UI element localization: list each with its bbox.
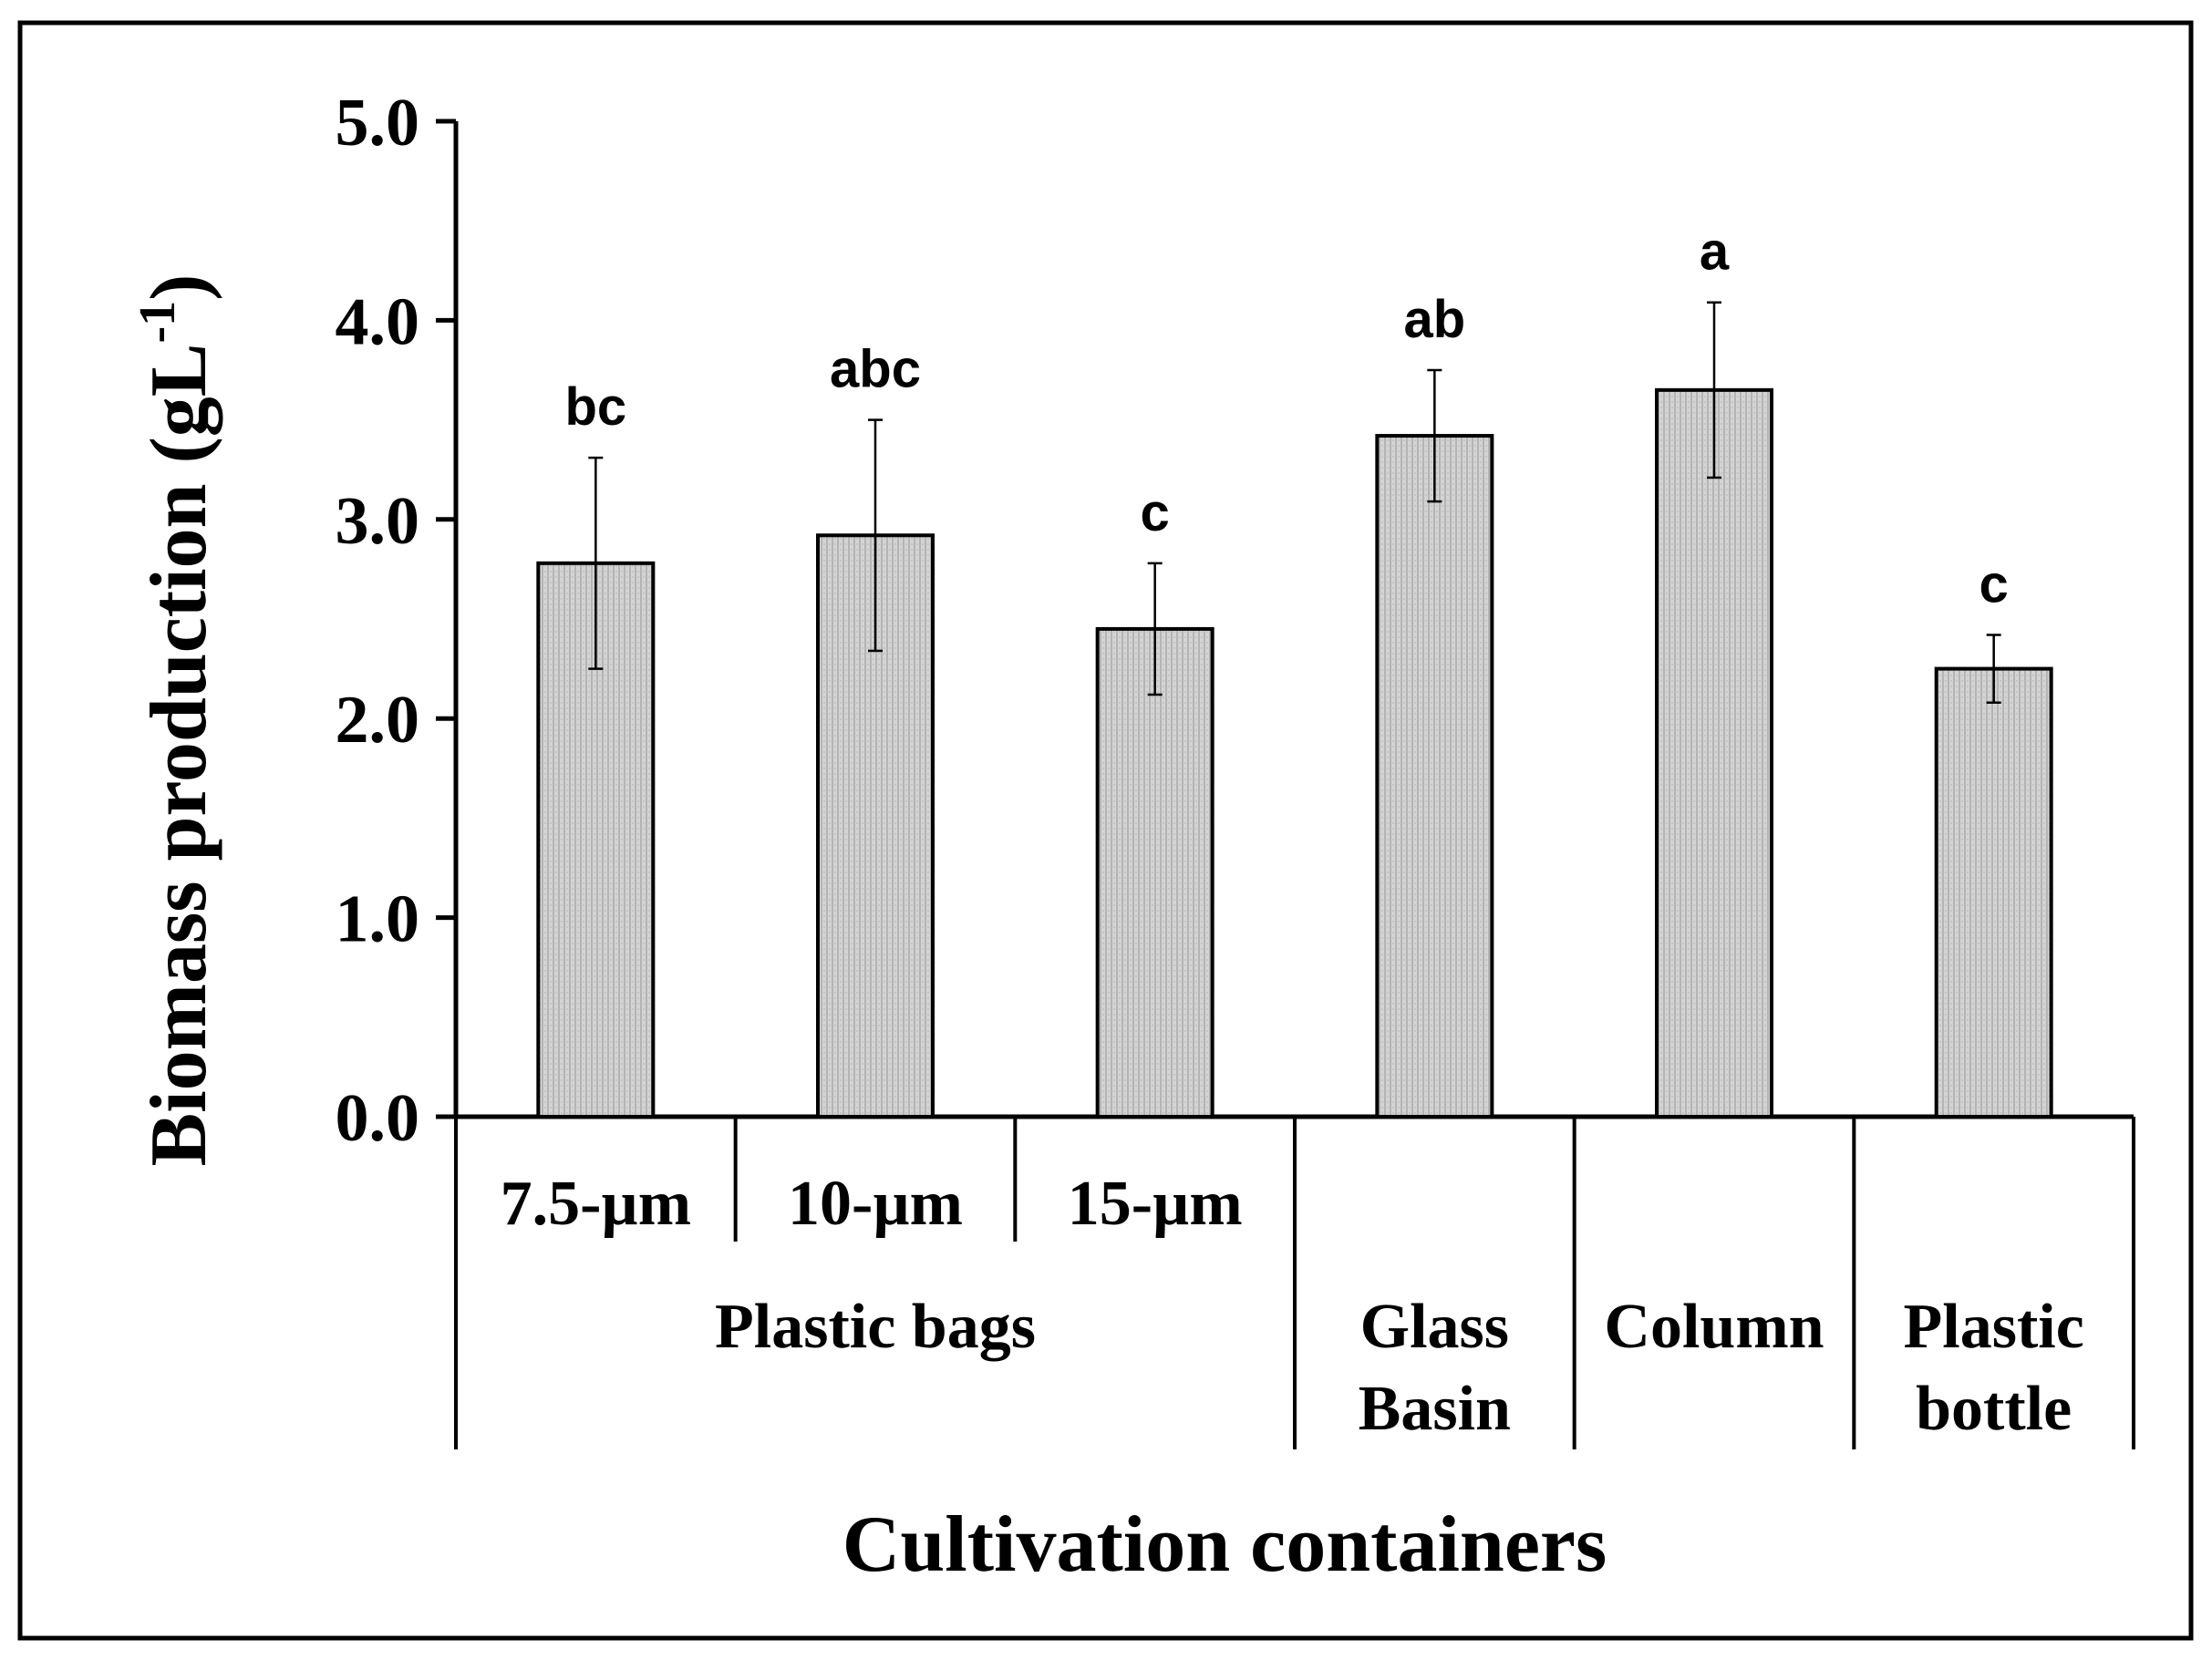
category-label: Column xyxy=(1604,1292,1824,1362)
bars: bc abc c ab a c xyxy=(536,222,2053,1119)
bar xyxy=(1375,434,1494,1119)
y-tick-label: 1.0 xyxy=(336,882,420,957)
x-axis-title: Cultivation containers xyxy=(842,1500,1607,1589)
category-label: 10-µm xyxy=(788,1169,963,1239)
category-label: bottle xyxy=(1916,1374,2072,1444)
y-tick-label: 5.0 xyxy=(336,86,420,160)
category-axis: 7.5-µm 10-µm 15-µm Glass Basin Column Plastic b… xyxy=(454,1117,2135,1449)
category-label: 15-µm xyxy=(1068,1169,1243,1239)
y-axis-title: Biomass production (gL-1) xyxy=(129,274,223,1167)
significance-letter: bc xyxy=(564,377,626,437)
category-label: Plastic xyxy=(1904,1292,2084,1362)
bar xyxy=(1655,387,1773,1119)
y-tick-label: 0.0 xyxy=(336,1081,420,1156)
significance-letter: c xyxy=(1141,483,1170,542)
y-axis-title-close: ) xyxy=(135,274,223,301)
y-axis-title-superscript: -1 xyxy=(129,301,186,344)
bar xyxy=(1934,666,2053,1119)
category-label: 7.5-µm xyxy=(501,1169,691,1239)
category-label: Glass xyxy=(1360,1292,1509,1362)
bar xyxy=(1095,626,1215,1119)
significance-letter: abc xyxy=(830,340,921,399)
significance-letter: ab xyxy=(1403,290,1465,349)
category-label: Basin xyxy=(1359,1374,1511,1444)
significance-letter: a xyxy=(1700,222,1730,282)
significance-letter: c xyxy=(1979,554,2009,613)
y-tick-label: 2.0 xyxy=(336,683,420,758)
y-tick-label: 3.0 xyxy=(336,484,420,559)
y-tick-label: 4.0 xyxy=(336,284,420,359)
group-label: Plastic bags xyxy=(715,1292,1036,1362)
y-axis-title-main: Biomass production (gL xyxy=(135,343,223,1166)
